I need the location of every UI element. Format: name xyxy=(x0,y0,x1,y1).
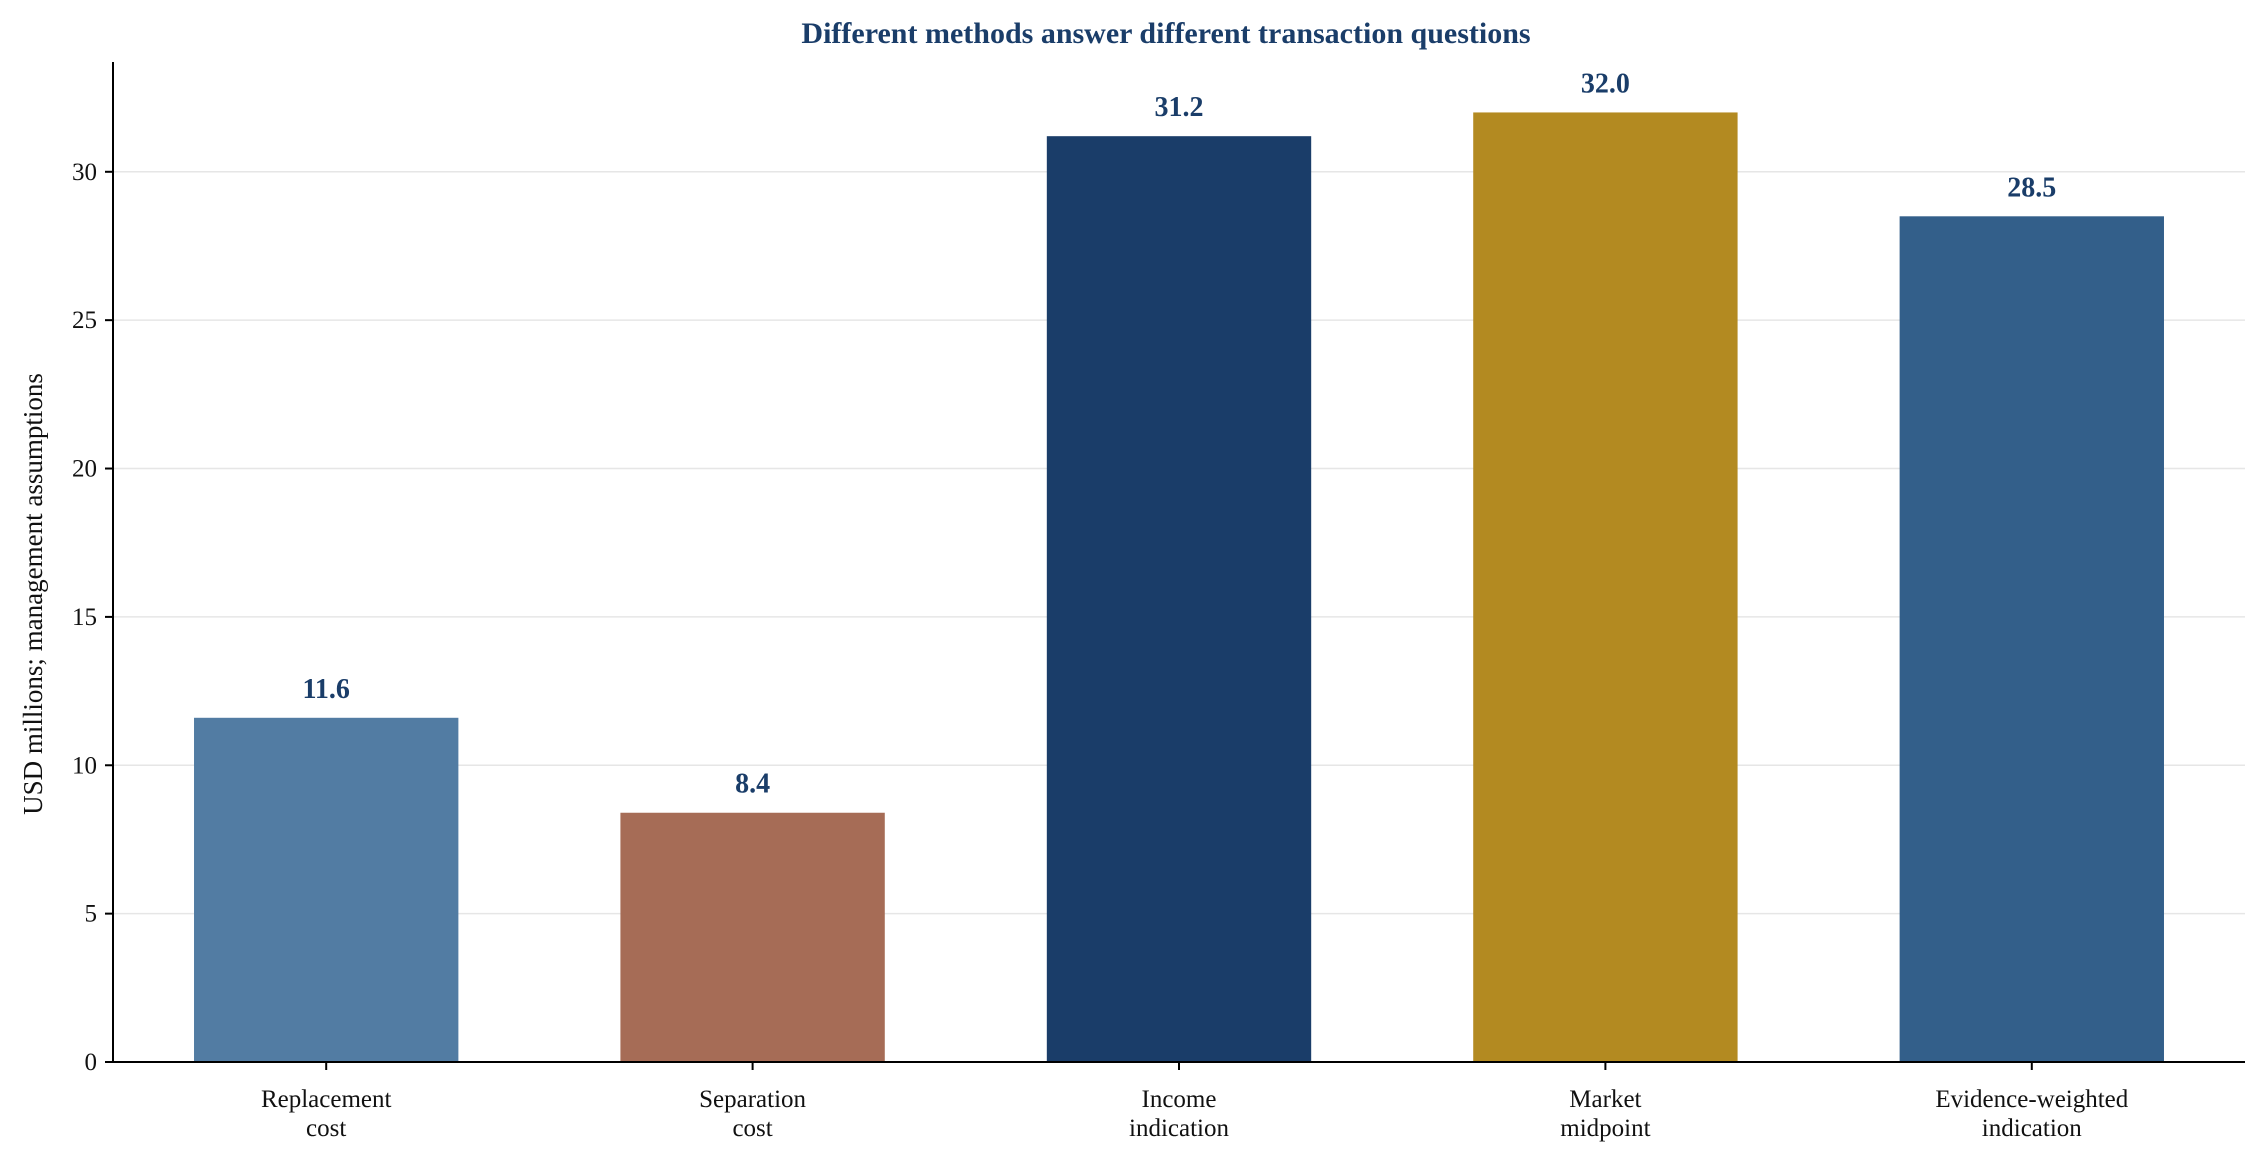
x-tick-label-line: Separation xyxy=(699,1086,806,1113)
x-tick-label-line: indication xyxy=(1982,1115,2082,1142)
x-tick-label: Income indication xyxy=(1129,1086,1229,1142)
y-tick-label: 10 xyxy=(72,752,97,779)
x-tick-label-line: midpoint xyxy=(1560,1115,1650,1142)
y-axis-label: USD millions; management assumptions xyxy=(18,373,48,815)
x-tick-label-line: cost xyxy=(732,1115,772,1142)
y-tick-labels: 0 5 10 15 20 25 30 xyxy=(72,159,113,1076)
x-tick-label-line: Evidence-weighted xyxy=(1935,1086,2128,1113)
y-tick-label: 5 xyxy=(85,901,98,928)
bar xyxy=(1473,112,1738,1062)
y-tick-label: 30 xyxy=(72,159,97,186)
bar xyxy=(1899,216,2164,1062)
x-tick-label-line: Market xyxy=(1569,1086,1641,1113)
bar xyxy=(194,717,459,1062)
bars xyxy=(194,112,2164,1063)
x-tick-label: Replacement cost xyxy=(261,1086,392,1142)
bar-value-label: 31.2 xyxy=(1155,92,1204,123)
x-tick-label: Market midpoint xyxy=(1560,1086,1650,1142)
bar-value-label: 8.4 xyxy=(735,769,770,800)
bar-value-label: 11.6 xyxy=(302,674,349,705)
y-tick-label: 0 xyxy=(85,1049,98,1076)
y-tick-label: 20 xyxy=(72,456,97,483)
x-tick-label: Separation cost xyxy=(699,1086,806,1142)
bar xyxy=(620,812,885,1062)
value-labels: 11.6 8.4 31.2 32.0 28.5 xyxy=(302,68,2056,799)
x-tick-label-line: cost xyxy=(306,1115,346,1142)
chart-title: Different methods answer different trans… xyxy=(801,17,1530,50)
x-tick-label-line: Replacement xyxy=(261,1086,392,1113)
y-tick-label: 15 xyxy=(72,604,97,631)
bar-value-label: 32.0 xyxy=(1581,68,1630,99)
bar xyxy=(1046,136,1312,1063)
y-tick-label: 25 xyxy=(72,307,97,334)
x-tick-label-line: Income xyxy=(1142,1086,1217,1113)
x-tick-label-line: indication xyxy=(1129,1115,1229,1142)
bar-value-label: 28.5 xyxy=(2007,172,2056,203)
x-tick-label: Evidence-weighted indication xyxy=(1935,1086,2128,1142)
